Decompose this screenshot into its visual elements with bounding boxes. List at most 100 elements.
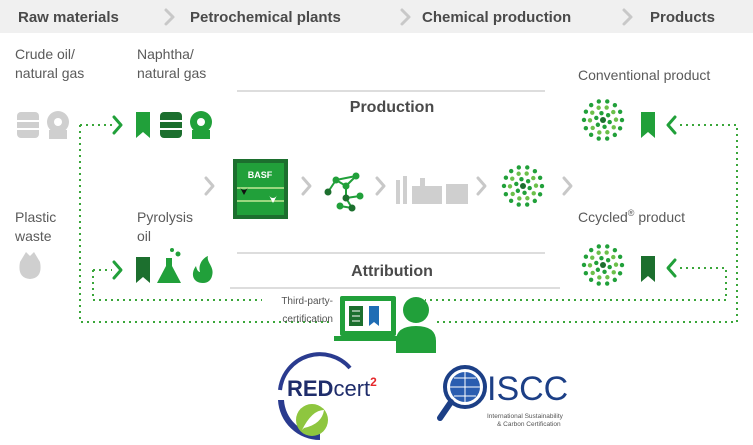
waste-bag-icon (19, 252, 40, 279)
cluster-dot (589, 133, 593, 137)
cluster-dot (600, 117, 606, 123)
certifier-icon (334, 296, 436, 353)
cluster-dot (604, 250, 608, 254)
cluster-dot (510, 176, 514, 180)
cluster-dot (509, 169, 513, 173)
line: waste (14, 228, 52, 244)
input-label: Naphtha/natural gas (137, 46, 206, 81)
cluster-dot (618, 126, 622, 130)
line: International Sustainability (487, 413, 564, 420)
cluster-dot (604, 105, 608, 109)
cluster-dot (605, 130, 609, 134)
line: natural gas (15, 65, 84, 81)
cluster-dot (588, 118, 592, 122)
text: RED (287, 376, 333, 401)
stage-label: Petrochemical plants (190, 9, 341, 26)
iscc-logo (440, 367, 485, 418)
cluster-dot (618, 255, 622, 259)
cluster-dot (508, 184, 512, 188)
cluster-dot (594, 261, 598, 265)
pyrolysis-icons (136, 248, 213, 283)
cluster-dot (602, 125, 606, 129)
cluster-dot (597, 275, 601, 279)
text: Ccycled (578, 209, 628, 225)
cluster-dot (584, 271, 588, 275)
bookmark-icon (641, 112, 655, 138)
product-cluster (502, 165, 544, 206)
diagram: Raw materials Petrochemical plants Chemi… (0, 0, 753, 445)
cluster-dot (613, 133, 617, 137)
atom (349, 205, 356, 212)
arrow (668, 260, 675, 276)
cluster-dot (524, 171, 528, 175)
cluster-dot (589, 248, 593, 252)
cluster-dot (606, 258, 610, 262)
line: Crude oil/ (15, 46, 75, 62)
plant-label: BASF (248, 170, 273, 180)
stage-label: Products (650, 9, 715, 26)
molecule-icon (325, 173, 364, 212)
text: cert (333, 376, 370, 401)
cluster-dot (607, 265, 611, 269)
cluster-dot (599, 111, 603, 115)
cluster-dot (605, 99, 609, 103)
cluster-dot (613, 103, 617, 107)
cluster-dot (591, 126, 595, 130)
line: & Carbon Certification (497, 421, 561, 428)
cluster-dot (540, 184, 544, 188)
line: oil (137, 228, 151, 244)
cluster-dot (519, 177, 523, 181)
input-label: Crude oil/natural gas (15, 46, 84, 81)
line: Third-party- (281, 296, 333, 307)
arrow (668, 117, 675, 133)
product-label: Conventional product (578, 67, 710, 83)
certification-label: Third-party-certification (281, 296, 333, 325)
flow-line (80, 125, 332, 322)
cluster-dot (620, 118, 624, 122)
cluster-dot (597, 244, 601, 248)
superscript: 2 (370, 375, 377, 389)
cluster-dot (612, 125, 616, 129)
cluster-dot (502, 184, 506, 188)
cluster-dot (525, 165, 529, 169)
cluster-dot (589, 103, 593, 107)
cluster-dot (516, 172, 520, 176)
cluster-dot (527, 186, 531, 190)
cluster-dot (596, 106, 600, 110)
cluster-dot (605, 281, 609, 285)
cluster-dot (525, 202, 529, 206)
input-label: Pyrolysis oil (137, 209, 193, 244)
cluster-dot (516, 189, 520, 193)
stage-label: Raw materials (18, 9, 119, 26)
cluster-dot (591, 271, 595, 275)
cluster-dot (606, 113, 610, 117)
atom (325, 189, 332, 196)
cluster-dot (620, 263, 624, 267)
flow-line (425, 268, 726, 300)
cluster-dot (526, 179, 530, 183)
text: product (634, 209, 685, 225)
cluster-dot (517, 202, 521, 206)
cluster-dot (618, 271, 622, 275)
cluster-dot (504, 176, 508, 180)
cluster-dot (538, 192, 542, 196)
cluster-dot (611, 255, 615, 259)
cluster-dot (596, 123, 600, 127)
cluster-dot (584, 255, 588, 259)
cluster-dot (605, 136, 609, 140)
cluster-dot (532, 191, 536, 195)
cluster-dot (607, 120, 611, 124)
cluster-dot (613, 248, 617, 252)
stage-label: Chemical production (422, 9, 571, 26)
line: Pyrolysis (137, 209, 193, 225)
naphtha-icons (136, 111, 212, 139)
cluster-dot (504, 192, 508, 196)
section-title: Attribution (351, 263, 433, 280)
cluster-dot (594, 116, 598, 120)
crude-icons (17, 111, 69, 139)
cluster-dot (596, 251, 600, 255)
cluster-dot (602, 270, 606, 274)
cluster-dot (590, 255, 594, 259)
atom (343, 183, 350, 190)
